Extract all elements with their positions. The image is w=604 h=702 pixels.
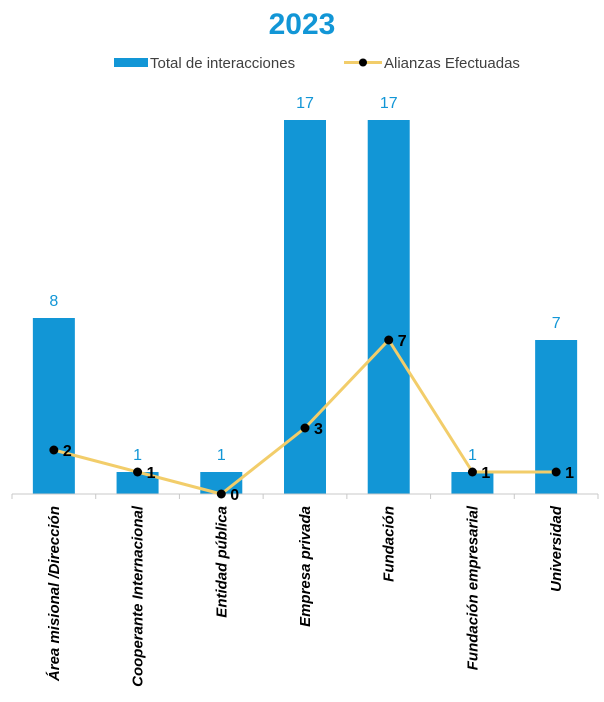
bar-value-label: 7 [552, 315, 561, 332]
line-marker [133, 467, 143, 477]
bar-value-label: 1 [217, 447, 226, 464]
bar-value-label: 17 [296, 95, 314, 112]
line-value-label: 3 [314, 421, 323, 438]
chart-title: 2023 [269, 8, 336, 41]
bar [116, 472, 159, 494]
x-tick-label: Empresa privada [297, 506, 314, 627]
x-tick-label: Fundación empresarial [464, 505, 481, 670]
legend-swatch-bars [114, 58, 148, 67]
line-marker [300, 423, 310, 433]
line-marker [49, 445, 59, 455]
line-marker [551, 467, 561, 477]
line-marker [384, 335, 394, 345]
x-tick-label: Entidad pública [213, 506, 230, 618]
bar [200, 472, 243, 494]
bar-value-label: 17 [380, 95, 398, 112]
line-value-label: 1 [565, 465, 574, 482]
line-value-label: 2 [63, 443, 72, 460]
legend-label-line: Alianzas Efectuadas [384, 55, 520, 72]
line-value-label: 7 [398, 333, 407, 350]
bar [32, 318, 75, 494]
line-marker [216, 489, 226, 499]
bar-value-label: 1 [133, 447, 142, 464]
bar-value-label: 8 [49, 293, 58, 310]
bar [367, 120, 410, 494]
line-value-label: 1 [147, 465, 156, 482]
legend: Total de interacciones Alianzas Efectuad… [114, 55, 520, 72]
bar [451, 472, 494, 494]
x-tick-label: Área misional /Dirección [46, 506, 63, 682]
line-marker [467, 467, 477, 477]
bar-value-label: 1 [468, 447, 477, 464]
x-tick-label: Universidad [548, 505, 565, 592]
legend-label-bars: Total de interacciones [150, 55, 295, 72]
legend-marker-line [359, 58, 367, 67]
line-value-label: 0 [230, 487, 239, 504]
x-tick-label: Cooperante Internacional [130, 505, 147, 687]
line-value-label: 1 [481, 465, 490, 482]
x-tick-label: Fundación [381, 506, 398, 582]
